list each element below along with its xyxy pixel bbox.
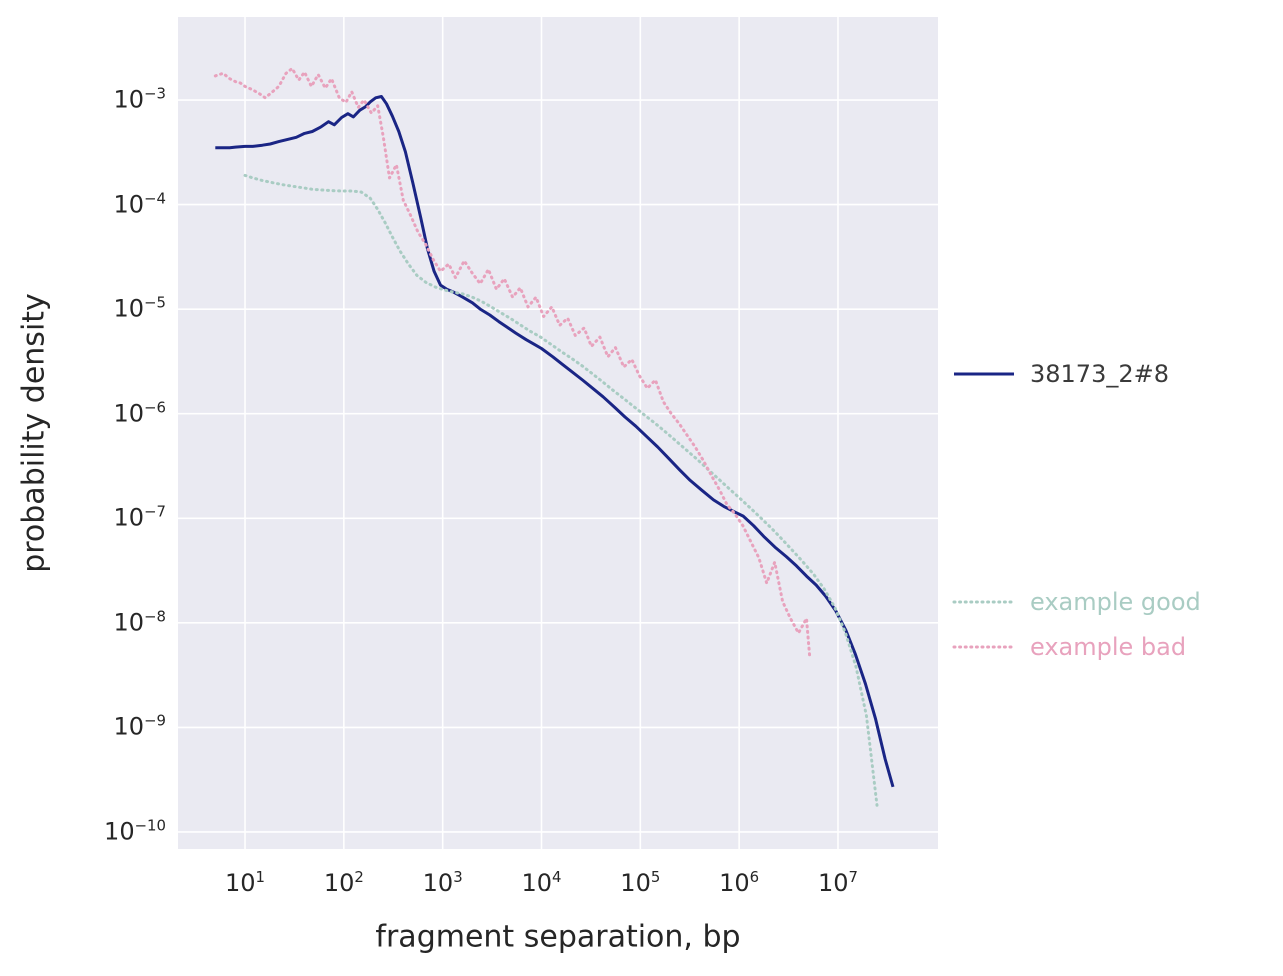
series-line-2 [213,67,812,661]
y-tick-label: 10−3 [113,84,166,114]
x-tick-label: 103 [422,868,463,897]
x-tick-label: 107 [817,868,858,897]
legend-line-swatch-dotted [952,645,1016,649]
y-tick-label: 10−8 [113,607,166,637]
plot-area [178,17,938,849]
y-tick-label: 10−5 [113,293,166,323]
legend-label: example good [1030,588,1201,616]
y-tick-label: 10−4 [113,188,166,218]
x-axis-label: fragment separation, bp [375,919,741,955]
series-line-0 [215,95,895,788]
legend-item-38173-2-8: 38173_2#8 [952,359,1169,389]
y-tick-label: 10−10 [104,816,166,846]
y-axis-label: probability density [16,293,52,573]
legend-label: 38173_2#8 [1030,360,1169,388]
x-tick-label: 102 [323,868,364,897]
x-tick-label: 106 [719,868,760,897]
legend-label: example bad [1030,633,1187,661]
y-tick-label: 10−9 [113,711,166,741]
legend-item-example-bad: example bad [952,632,1186,662]
y-tick-label: 10−7 [113,502,166,532]
y-tick-label: 10−6 [113,398,166,428]
series-line-1 [243,173,879,807]
x-tick-label: 101 [224,868,266,897]
x-tick-label: 104 [521,868,562,897]
legend-item-example-good: example good [952,587,1201,617]
legend-line-swatch-dotted [952,600,1016,604]
x-tick-label: 105 [620,868,661,897]
legend-line-swatch-solid [954,372,1014,376]
